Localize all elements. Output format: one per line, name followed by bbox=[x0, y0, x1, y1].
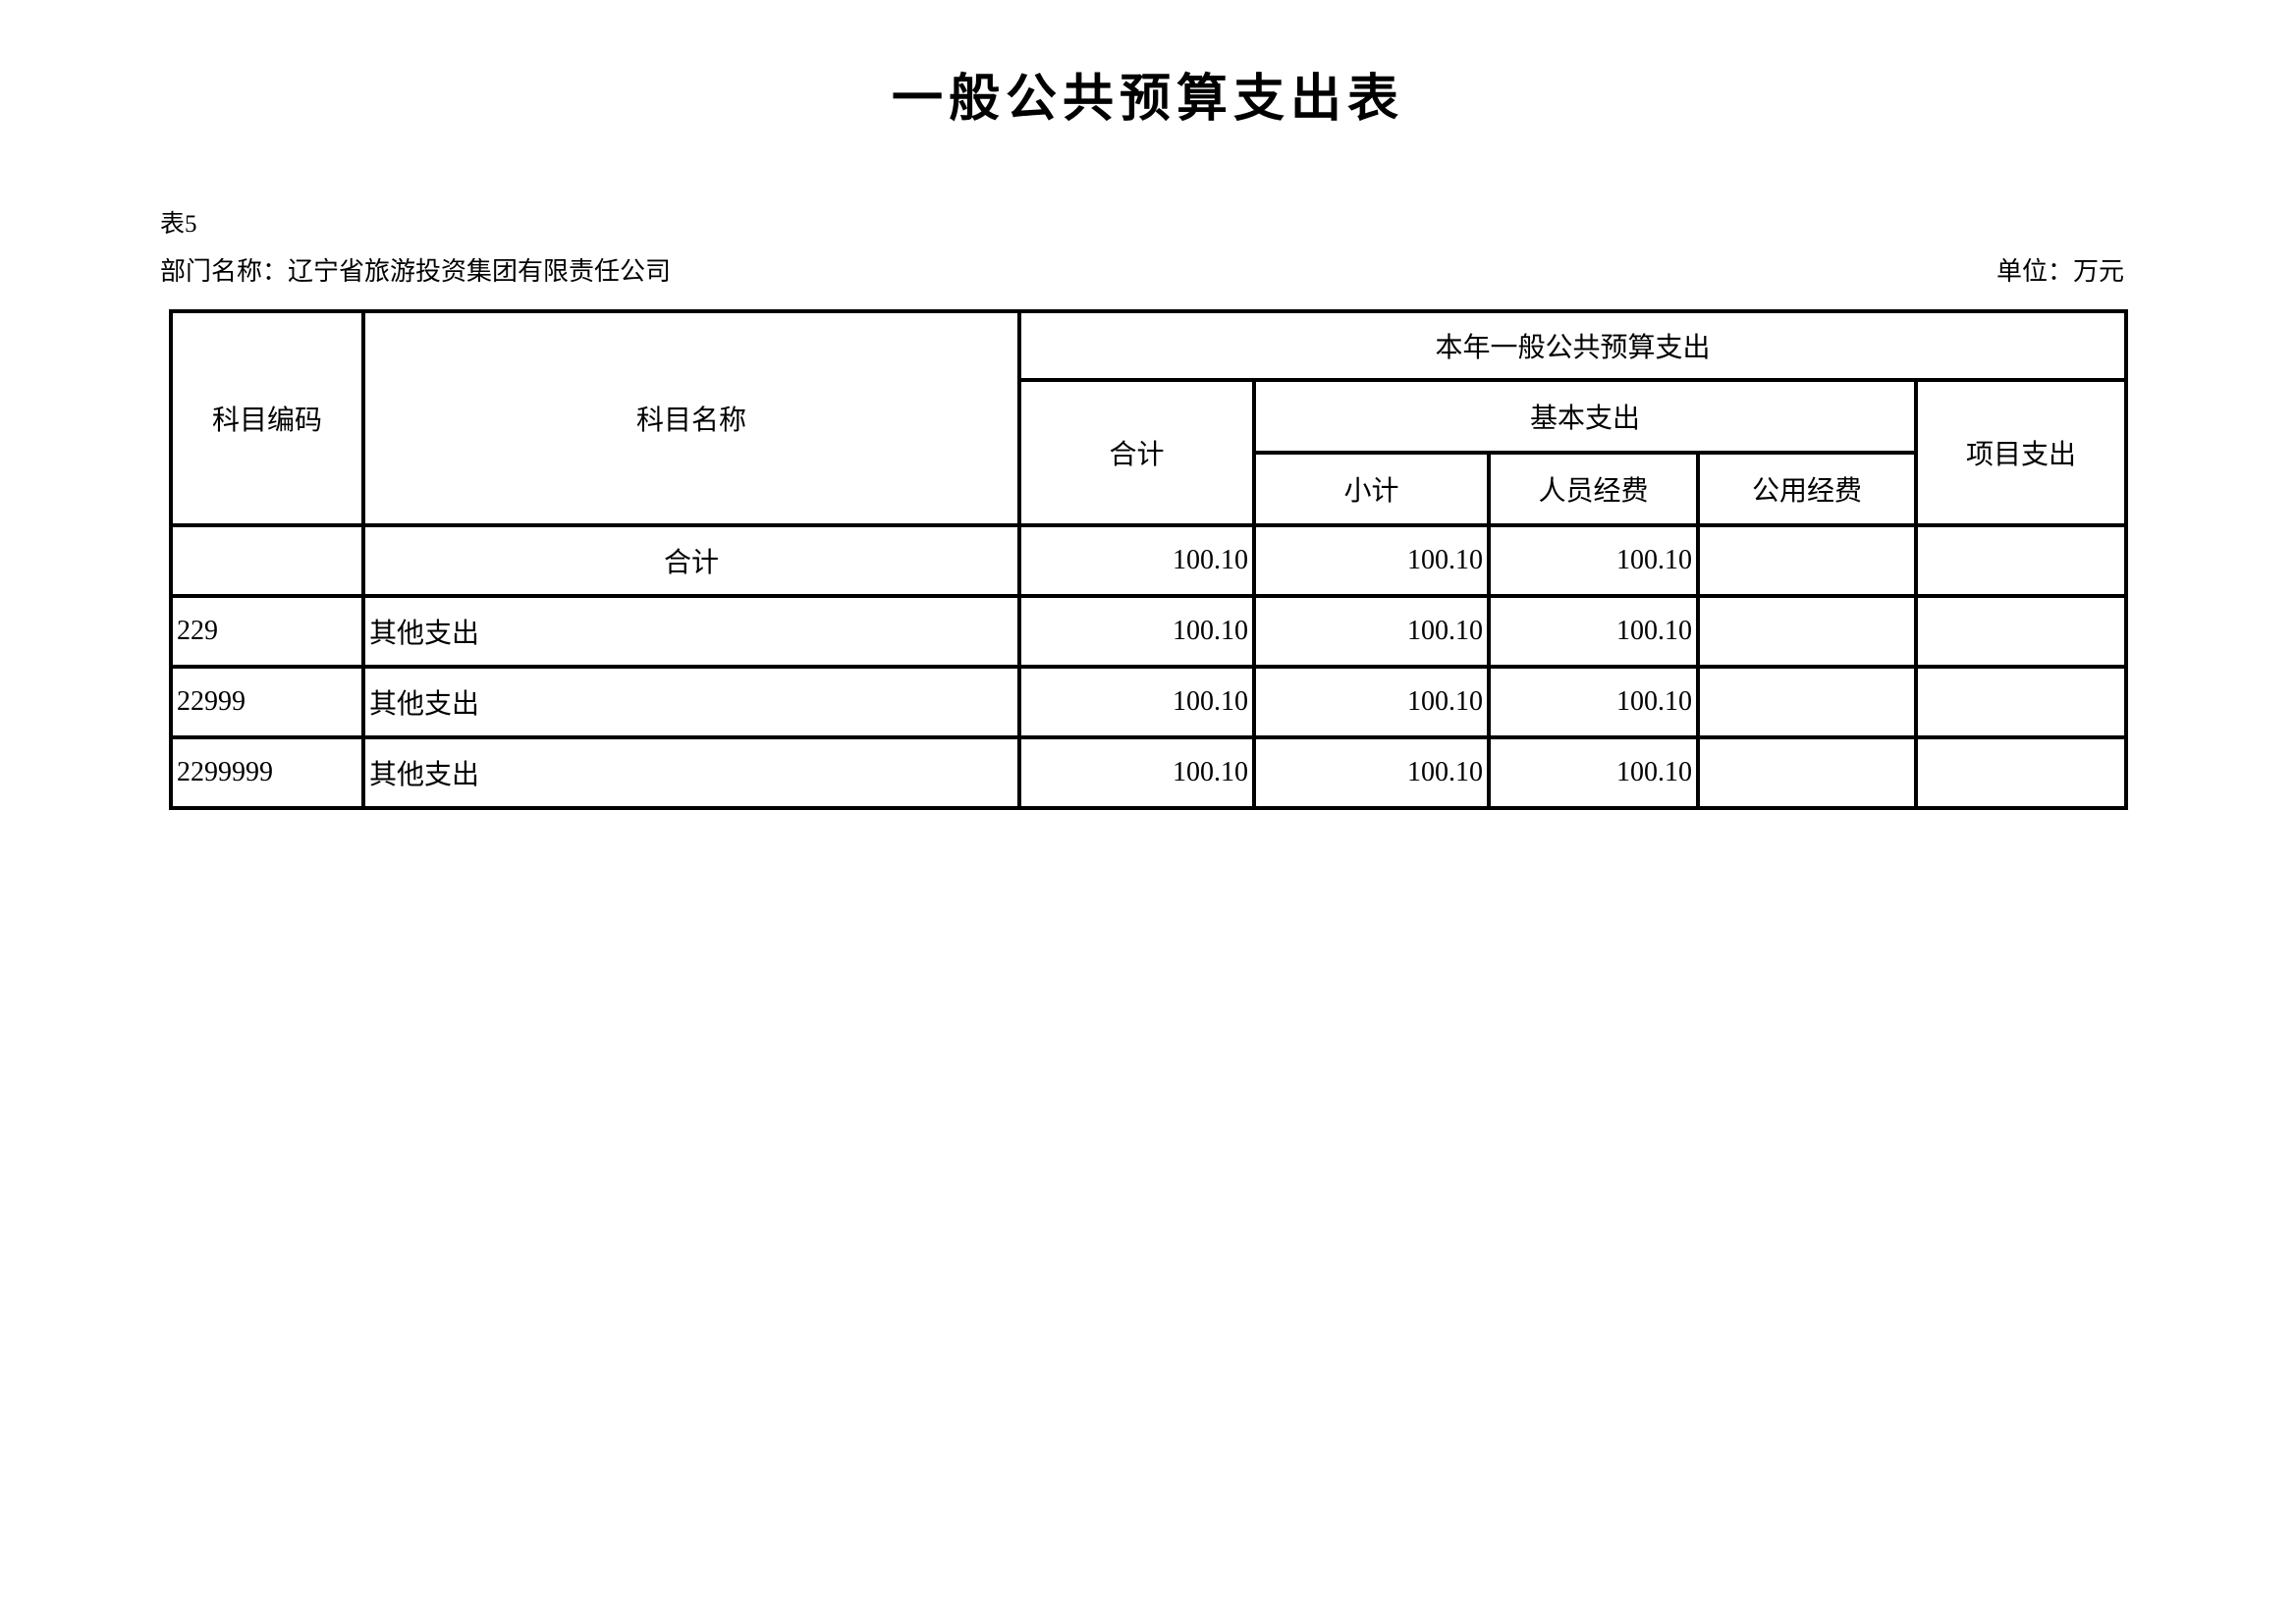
budget-expenditure-table: 科目编码 科目名称 本年一般公共预算支出 合计 基本支出 项目支出 小计 人员经… bbox=[169, 309, 2129, 810]
table-number-label: 表5 bbox=[160, 211, 197, 238]
subject-name-cell: 合计 bbox=[361, 523, 1021, 598]
project-value-cell bbox=[1913, 523, 2129, 598]
personnel-value-cell: 100.10 bbox=[1487, 594, 1700, 669]
table-row-229: 229 其他支出 100.10 100.10 100.10 bbox=[169, 594, 2129, 669]
total-value-cell: 100.10 bbox=[1017, 594, 1256, 669]
project-value-cell bbox=[1913, 665, 2129, 739]
subtotal-value-cell: 100.10 bbox=[1252, 594, 1491, 669]
public-funds-value-cell bbox=[1696, 523, 1918, 598]
page-title: 一般公共预算支出表 bbox=[891, 72, 1404, 128]
table-row-grand-total: 合计 100.10 100.10 100.10 bbox=[169, 523, 2129, 598]
subject-name-cell: 其他支出 bbox=[361, 665, 1021, 739]
personnel-value-cell: 100.10 bbox=[1487, 665, 1700, 739]
header-subtotal: 小计 bbox=[1252, 451, 1491, 527]
subject-name-cell: 其他支出 bbox=[361, 594, 1021, 669]
unit-label: 单位：万元 bbox=[1995, 257, 2124, 286]
header-public-funds: 公用经费 bbox=[1696, 451, 1918, 527]
header-current-year-group: 本年一般公共预算支出 bbox=[1016, 309, 2129, 382]
total-value-cell: 100.10 bbox=[1017, 735, 1256, 810]
header-personnel-funds: 人员经费 bbox=[1487, 451, 1700, 527]
project-value-cell bbox=[1913, 735, 2129, 810]
personnel-value-cell: 100.10 bbox=[1487, 523, 1700, 598]
subject-code-cell: 229 bbox=[169, 594, 365, 669]
public-funds-value-cell bbox=[1696, 665, 1918, 739]
total-value-cell: 100.10 bbox=[1017, 523, 1256, 598]
table-row-22999: 22999 其他支出 100.10 100.10 100.10 bbox=[169, 665, 2129, 739]
project-value-cell bbox=[1913, 594, 2129, 669]
subtotal-value-cell: 100.10 bbox=[1252, 665, 1491, 739]
header-basic-expenditure-group: 基本支出 bbox=[1252, 378, 1918, 455]
header-project-expenditure: 项目支出 bbox=[1913, 378, 2129, 527]
department-name-label: 部门名称：辽宁省旅游投资集团有限责任公司 bbox=[160, 257, 672, 286]
header-subject-code: 科目编码 bbox=[169, 309, 365, 527]
personnel-value-cell: 100.10 bbox=[1487, 735, 1700, 810]
total-value-cell: 100.10 bbox=[1017, 665, 1256, 739]
header-subject-name: 科目名称 bbox=[361, 309, 1021, 527]
subject-code-cell: 2299999 bbox=[169, 735, 365, 810]
subject-name-cell: 其他支出 bbox=[361, 735, 1021, 810]
public-funds-value-cell bbox=[1696, 594, 1918, 669]
subtotal-value-cell: 100.10 bbox=[1252, 735, 1491, 810]
subject-code-cell bbox=[169, 523, 365, 598]
header-total: 合计 bbox=[1017, 378, 1256, 527]
public-funds-value-cell bbox=[1696, 735, 1918, 810]
table-row-2299999: 2299999 其他支出 100.10 100.10 100.10 bbox=[169, 735, 2129, 810]
subject-code-cell: 22999 bbox=[169, 665, 365, 739]
subtotal-value-cell: 100.10 bbox=[1252, 523, 1491, 598]
